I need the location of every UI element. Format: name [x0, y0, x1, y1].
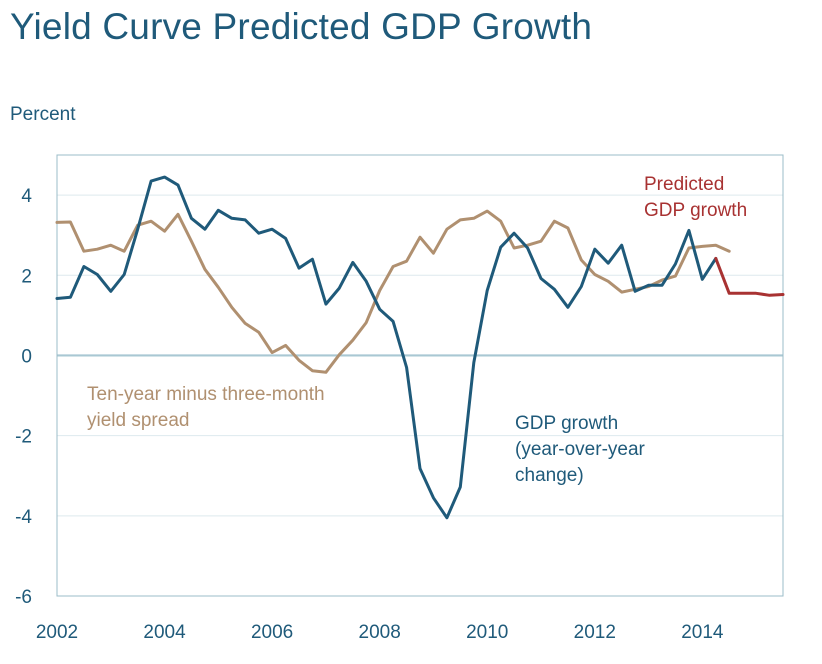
- x-tick-label: 2014: [681, 622, 724, 643]
- chart-title: Yield Curve Predicted GDP Growth: [10, 6, 593, 47]
- gdp-growth-annotation-line: change): [515, 465, 584, 486]
- yield-spread-line: [55, 209, 731, 374]
- x-tick-label: 2002: [36, 622, 78, 643]
- x-tick-label: 2012: [574, 622, 616, 643]
- yield-spread-annotation-line: Ten-year minus three-month: [87, 384, 325, 405]
- predicted-gdp-annotation-line: GDP growth: [644, 200, 747, 221]
- x-tick-label: 2006: [251, 622, 293, 643]
- predicted-gdp-annotation-line: Predicted: [644, 174, 724, 195]
- predicted-gdp-line: [714, 256, 785, 297]
- y-tick-label: 2: [21, 266, 32, 287]
- x-tick-label: 2004: [143, 622, 186, 643]
- x-tick-label: 2010: [466, 622, 508, 643]
- y-tick-label: 4: [21, 186, 32, 207]
- y-tick-label: 0: [21, 346, 32, 367]
- y-tick-label: -4: [15, 507, 32, 528]
- y-axis-label: Percent: [10, 104, 76, 125]
- y-tick-label: -6: [15, 587, 32, 608]
- gdp-growth-annotation-line: (year-over-year: [515, 439, 646, 460]
- gdp-growth-line: [55, 175, 718, 520]
- gdp-growth-annotation-line: GDP growth: [515, 413, 618, 434]
- plot-frame: [56, 154, 784, 597]
- series-layer: [55, 175, 785, 520]
- annotation-layer: Ten-year minus three-month yield spread GD…: [87, 174, 747, 486]
- yield-spread-annotation-line: yield spread: [87, 410, 189, 431]
- y-tick-label: -2: [15, 427, 32, 448]
- tick-layer: -6 -4 -2 0 2 4 2002 2004 2006 2008 2010 2012 2014: [15, 186, 724, 643]
- x-tick-label: 2008: [359, 622, 401, 643]
